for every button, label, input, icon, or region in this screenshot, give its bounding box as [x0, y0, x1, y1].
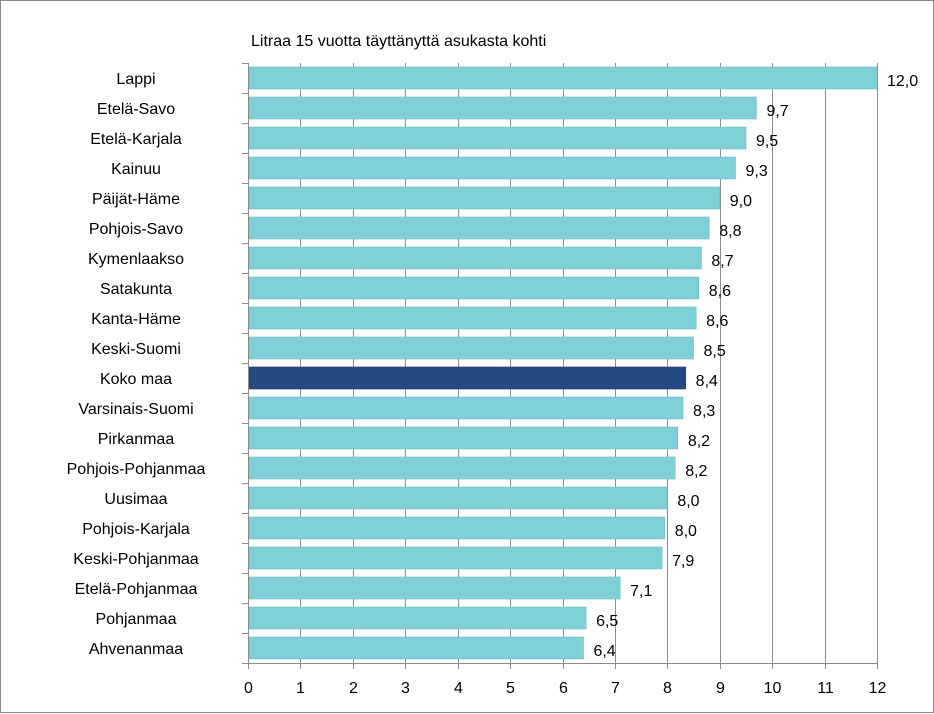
- bar: [248, 456, 676, 480]
- category-label: Satakunta: [100, 281, 172, 298]
- bar: [248, 66, 878, 90]
- category-labels: Lappi Etelä-Savo Etelä-Karjala Kainuu Päijät…: [67, 71, 206, 658]
- category-label: Keski-Pohjanmaa: [73, 551, 199, 568]
- chart-title: Litraa 15 vuotta täyttänyttä asukasta ko…: [251, 33, 546, 50]
- x-tick-labels: 0 1 2 3 4 5 6 7 8 9 10 11 12: [244, 680, 886, 697]
- category-label: Kymenlaakso: [88, 251, 184, 268]
- bar: [248, 156, 736, 180]
- category-label: Lappi: [116, 71, 155, 88]
- x-tick-label: 2: [349, 680, 358, 697]
- bar: [248, 306, 697, 330]
- category-label: Koko maa: [100, 371, 172, 388]
- bar: [248, 276, 700, 300]
- x-tick-label: 0: [244, 680, 253, 697]
- category-label: Keski-Suomi: [91, 341, 181, 358]
- category-label: Pohjois-Savo: [89, 221, 183, 238]
- value-label: 8,2: [688, 433, 710, 450]
- value-label: 6,4: [593, 643, 615, 660]
- value-label: 7,1: [630, 583, 652, 600]
- bar: [248, 606, 587, 630]
- bar: [248, 546, 663, 570]
- value-label: 8,5: [704, 343, 726, 360]
- value-label: 8,4: [696, 373, 718, 390]
- bar: [248, 636, 584, 660]
- bar: [248, 336, 694, 360]
- category-label: Etelä-Pohjanmaa: [75, 581, 198, 598]
- bar: [248, 96, 757, 120]
- category-label: Etelä-Karjala: [90, 131, 182, 148]
- category-label: Varsinais-Suomi: [78, 401, 193, 418]
- value-label: 8,0: [675, 523, 697, 540]
- category-label: Kanta-Häme: [91, 311, 181, 328]
- value-label: 12,0: [887, 73, 918, 90]
- category-label: Pohjanmaa: [96, 611, 177, 628]
- category-label: Etelä-Savo: [97, 101, 175, 118]
- category-label: Pohjois-Pohjanmaa: [67, 461, 206, 478]
- category-label: Kainuu: [111, 161, 161, 178]
- value-label: 9,0: [730, 193, 752, 210]
- bar: [248, 246, 702, 270]
- bar: [248, 426, 679, 450]
- value-label: 9,3: [745, 163, 767, 180]
- x-tick-label: 6: [559, 680, 568, 697]
- bar: [248, 216, 710, 240]
- bar: [248, 186, 721, 210]
- axes: [242, 63, 878, 669]
- bar: [248, 576, 621, 600]
- x-tick-label: 7: [611, 680, 620, 697]
- value-label: 8,6: [706, 313, 728, 330]
- x-tick-label: 11: [817, 680, 834, 697]
- bar: [248, 516, 666, 540]
- category-label: Päijät-Häme: [92, 191, 180, 208]
- gridlines: [300, 63, 878, 663]
- bar: [248, 396, 684, 420]
- value-label: 8,6: [709, 283, 731, 300]
- x-tick-label: 5: [506, 680, 515, 697]
- value-label: 9,5: [756, 133, 778, 150]
- x-tick-label: 12: [869, 680, 887, 697]
- bar: [248, 486, 668, 510]
- x-tick-label: 10: [764, 680, 782, 697]
- category-label: Pohjois-Karjala: [82, 521, 190, 538]
- x-tick-label: 4: [454, 680, 463, 697]
- category-label: Pirkanmaa: [98, 431, 175, 448]
- value-label: 9,7: [766, 103, 788, 120]
- bar: [248, 366, 686, 390]
- value-labels: 12,0 9,7 9,5 9,3 9,0 8,8 8,7 8,6 8,6 8,5 8,4 8,3 8,2…: [593, 73, 918, 660]
- value-label: 8,2: [685, 463, 707, 480]
- x-tick-label: 3: [401, 680, 410, 697]
- x-tick-label: 9: [716, 680, 725, 697]
- value-label: 8,0: [677, 493, 699, 510]
- bar: [248, 126, 747, 150]
- value-label: 8,3: [693, 403, 715, 420]
- category-label: Ahvenanmaa: [89, 641, 183, 658]
- value-label: 8,7: [711, 253, 733, 270]
- x-tick-label: 1: [296, 680, 305, 697]
- x-tick-label: 8: [663, 680, 672, 697]
- category-label: Uusimaa: [104, 491, 167, 508]
- value-label: 7,9: [672, 553, 694, 570]
- value-label: 6,5: [596, 613, 618, 630]
- value-label: 8,8: [719, 223, 741, 240]
